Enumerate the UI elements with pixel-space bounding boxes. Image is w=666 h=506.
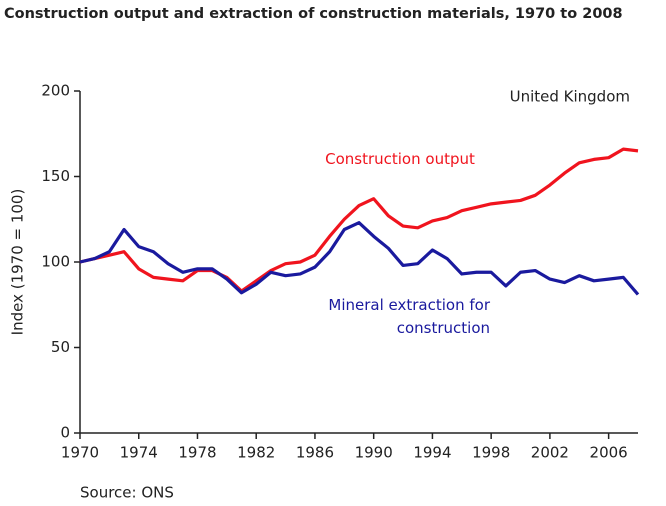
x-tick-label: 1970 [61,444,99,462]
annotation: United Kingdom [510,88,630,106]
series-line [79,221,640,296]
x-tick-label: 2002 [531,444,569,462]
x-tick-label: 1998 [472,444,510,462]
y-tick-label: 200 [41,82,70,100]
y-tick-label: 150 [41,167,70,185]
series-label: Construction output [325,150,475,168]
x-tick-label: 2006 [590,444,628,462]
x-tick-label: 1982 [237,444,275,462]
series-label: Mineral extraction for construction [328,296,490,337]
chart-title: Construction output and extraction of co… [4,6,623,22]
x-tick-label: 1974 [120,444,158,462]
x-tick-label: 1978 [178,444,216,462]
series-line [79,147,639,293]
source: Source: ONS [80,484,174,502]
x-tick-label: 1994 [413,444,451,462]
x-tick-label: 1986 [296,444,334,462]
y-axis-label: Index (1970 = 100) [9,189,27,336]
x-tick-label: 1990 [355,444,393,462]
y-tick-label: 100 [41,253,70,271]
y-tick-label: 50 [51,338,70,356]
y-tick-label: 0 [60,424,70,442]
